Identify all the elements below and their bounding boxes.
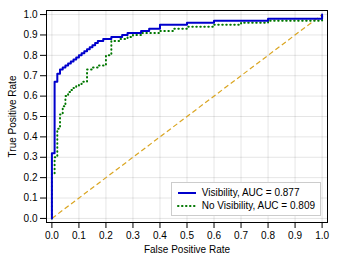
svg-text:0.8: 0.8 (261, 230, 275, 241)
svg-text:0.7: 0.7 (234, 230, 248, 241)
svg-text:0.2: 0.2 (99, 230, 113, 241)
svg-text:0.7: 0.7 (24, 70, 38, 81)
svg-text:0.3: 0.3 (24, 151, 38, 162)
svg-text:True Positive Rate: True Positive Rate (7, 75, 18, 157)
html-text:Visibility, AUC = 0.877: Visibility, AUC = 0.877 (201, 187, 300, 198)
svg-text:0.5: 0.5 (180, 230, 194, 241)
svg-text:0.9: 0.9 (24, 29, 38, 40)
svg-text:0.3: 0.3 (126, 230, 140, 241)
svg-text:0.6: 0.6 (207, 230, 221, 241)
svg-text:0.2: 0.2 (24, 172, 38, 183)
svg-text:1.0: 1.0 (24, 9, 38, 20)
svg-text:0.5: 0.5 (24, 111, 38, 122)
html-text:No Visibility, AUC = 0.809: No Visibility, AUC = 0.809 (201, 200, 315, 211)
svg-text:0.1: 0.1 (72, 230, 86, 241)
svg-text:0.8: 0.8 (24, 50, 38, 61)
svg-text:False Positive Rate: False Positive Rate (144, 244, 231, 255)
svg-text:0.1: 0.1 (24, 192, 38, 203)
svg-text:1.0: 1.0 (315, 230, 329, 241)
svg-text:0.4: 0.4 (24, 131, 38, 142)
svg-text:0.0: 0.0 (45, 230, 59, 241)
svg-text:0.9: 0.9 (288, 230, 302, 241)
svg-text:0.4: 0.4 (153, 230, 167, 241)
svg-text:0.0: 0.0 (24, 213, 38, 224)
svg-text:0.6: 0.6 (24, 90, 38, 101)
